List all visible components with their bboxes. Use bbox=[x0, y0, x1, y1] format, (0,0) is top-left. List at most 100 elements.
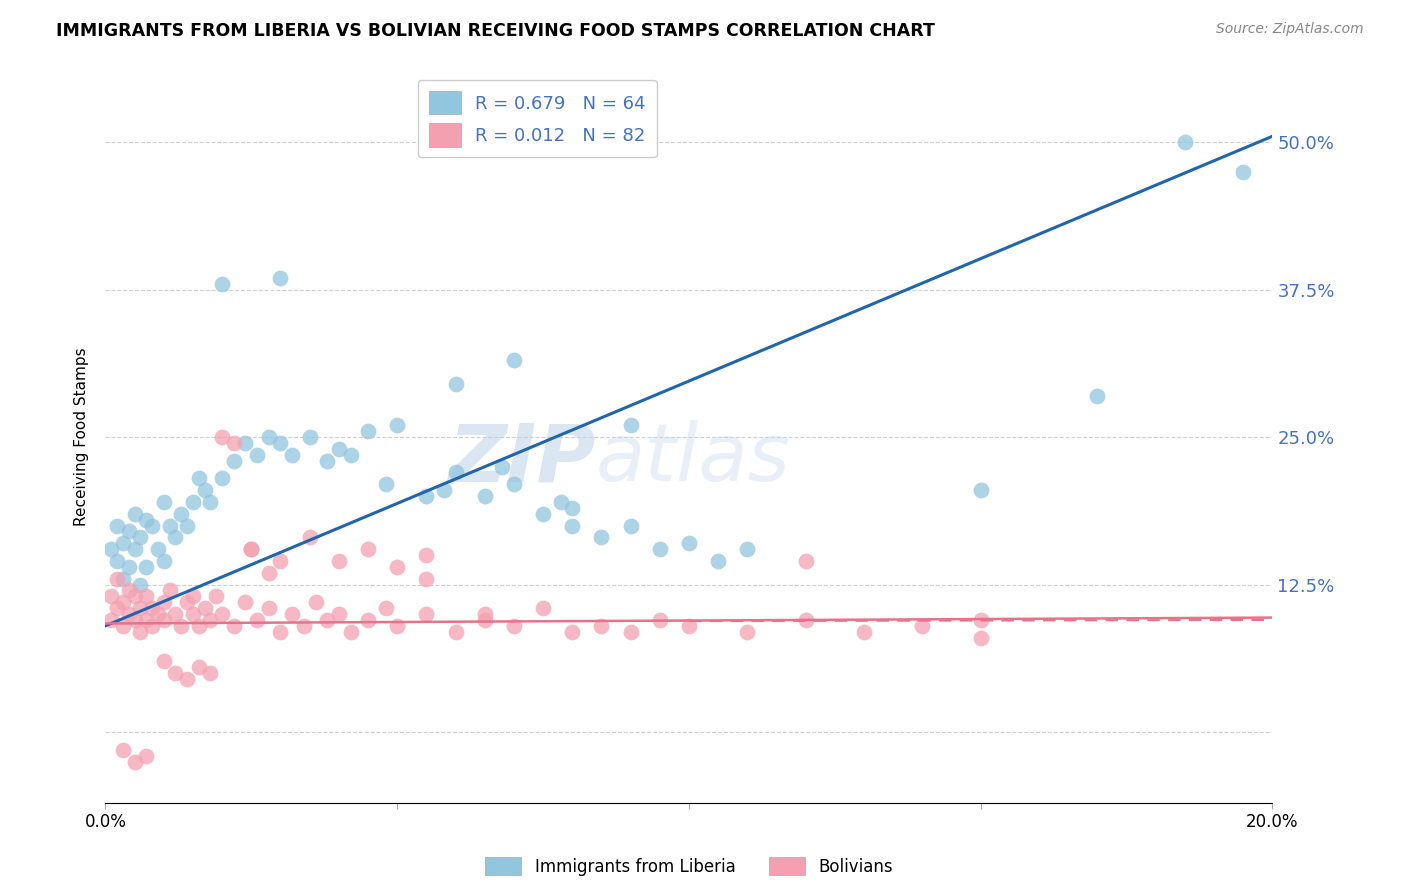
Point bbox=[1232, 164, 1254, 178]
Point bbox=[531, 601, 554, 615]
Point bbox=[269, 554, 292, 568]
Point bbox=[281, 448, 304, 462]
Point bbox=[374, 601, 396, 615]
Point bbox=[118, 524, 141, 539]
Point bbox=[200, 613, 222, 627]
Point bbox=[969, 613, 991, 627]
Point bbox=[357, 613, 380, 627]
Point bbox=[129, 624, 152, 639]
Point bbox=[316, 453, 339, 467]
Point bbox=[444, 376, 467, 391]
Point bbox=[135, 590, 157, 604]
Point bbox=[176, 595, 198, 609]
Point bbox=[502, 353, 524, 368]
Point bbox=[794, 613, 817, 627]
Y-axis label: Receiving Food Stamps: Receiving Food Stamps bbox=[75, 348, 90, 526]
Point bbox=[269, 436, 292, 450]
Point bbox=[100, 542, 122, 557]
Text: Source: ZipAtlas.com: Source: ZipAtlas.com bbox=[1216, 22, 1364, 37]
Point bbox=[124, 755, 146, 769]
Point bbox=[491, 459, 513, 474]
Point bbox=[124, 590, 146, 604]
Point bbox=[561, 624, 583, 639]
Point bbox=[194, 483, 217, 498]
Point bbox=[1174, 135, 1197, 149]
Point bbox=[385, 619, 408, 633]
Point bbox=[304, 595, 326, 609]
Point bbox=[444, 466, 467, 480]
Point bbox=[269, 270, 292, 285]
Point bbox=[678, 619, 700, 633]
Point bbox=[1085, 389, 1108, 403]
Point bbox=[257, 601, 280, 615]
Point bbox=[165, 666, 187, 681]
Point bbox=[129, 577, 152, 591]
Text: IMMIGRANTS FROM LIBERIA VS BOLIVIAN RECEIVING FOOD STAMPS CORRELATION CHART: IMMIGRANTS FROM LIBERIA VS BOLIVIAN RECE… bbox=[56, 22, 935, 40]
Point bbox=[194, 601, 217, 615]
Point bbox=[969, 483, 991, 498]
Point bbox=[794, 554, 817, 568]
Point bbox=[111, 536, 134, 550]
Point bbox=[911, 619, 934, 633]
Point bbox=[374, 477, 396, 491]
Point bbox=[444, 624, 467, 639]
Point bbox=[240, 542, 263, 557]
Point bbox=[105, 554, 128, 568]
Point bbox=[211, 471, 233, 485]
Point bbox=[141, 601, 163, 615]
Point bbox=[222, 619, 245, 633]
Point bbox=[328, 442, 350, 456]
Point bbox=[619, 518, 641, 533]
Point bbox=[129, 601, 152, 615]
Point bbox=[707, 554, 730, 568]
Point bbox=[200, 495, 222, 509]
Point bbox=[135, 513, 157, 527]
Point bbox=[619, 418, 641, 433]
Point bbox=[159, 583, 181, 598]
Point bbox=[124, 613, 146, 627]
Point bbox=[561, 500, 583, 515]
Point bbox=[159, 518, 181, 533]
Point bbox=[257, 430, 280, 444]
Point bbox=[222, 453, 245, 467]
Point bbox=[153, 595, 174, 609]
Point bbox=[474, 489, 496, 503]
Point bbox=[415, 489, 437, 503]
Point bbox=[385, 559, 408, 574]
Point bbox=[105, 572, 128, 586]
Point bbox=[153, 554, 174, 568]
Text: ZIP: ZIP bbox=[449, 420, 596, 498]
Point bbox=[105, 518, 128, 533]
Point bbox=[181, 590, 204, 604]
Point bbox=[357, 424, 380, 438]
Point bbox=[474, 613, 496, 627]
Point bbox=[292, 619, 315, 633]
Legend: Immigrants from Liberia, Bolivians: Immigrants from Liberia, Bolivians bbox=[478, 850, 900, 882]
Point bbox=[187, 660, 209, 674]
Point bbox=[170, 507, 193, 521]
Point bbox=[339, 624, 361, 639]
Point bbox=[969, 631, 991, 645]
Point bbox=[328, 607, 350, 621]
Point bbox=[170, 619, 193, 633]
Point bbox=[648, 542, 671, 557]
Point bbox=[118, 607, 141, 621]
Point bbox=[135, 613, 157, 627]
Point bbox=[298, 430, 321, 444]
Point bbox=[240, 542, 263, 557]
Point bbox=[298, 530, 321, 544]
Point bbox=[316, 613, 339, 627]
Point bbox=[502, 477, 524, 491]
Point bbox=[235, 436, 257, 450]
Point bbox=[235, 595, 257, 609]
Point bbox=[357, 542, 380, 557]
Point bbox=[246, 613, 269, 627]
Point bbox=[111, 742, 134, 756]
Point bbox=[181, 495, 204, 509]
Point bbox=[474, 607, 496, 621]
Point bbox=[129, 530, 152, 544]
Point bbox=[111, 595, 134, 609]
Point bbox=[141, 518, 163, 533]
Point bbox=[165, 530, 187, 544]
Point bbox=[339, 448, 361, 462]
